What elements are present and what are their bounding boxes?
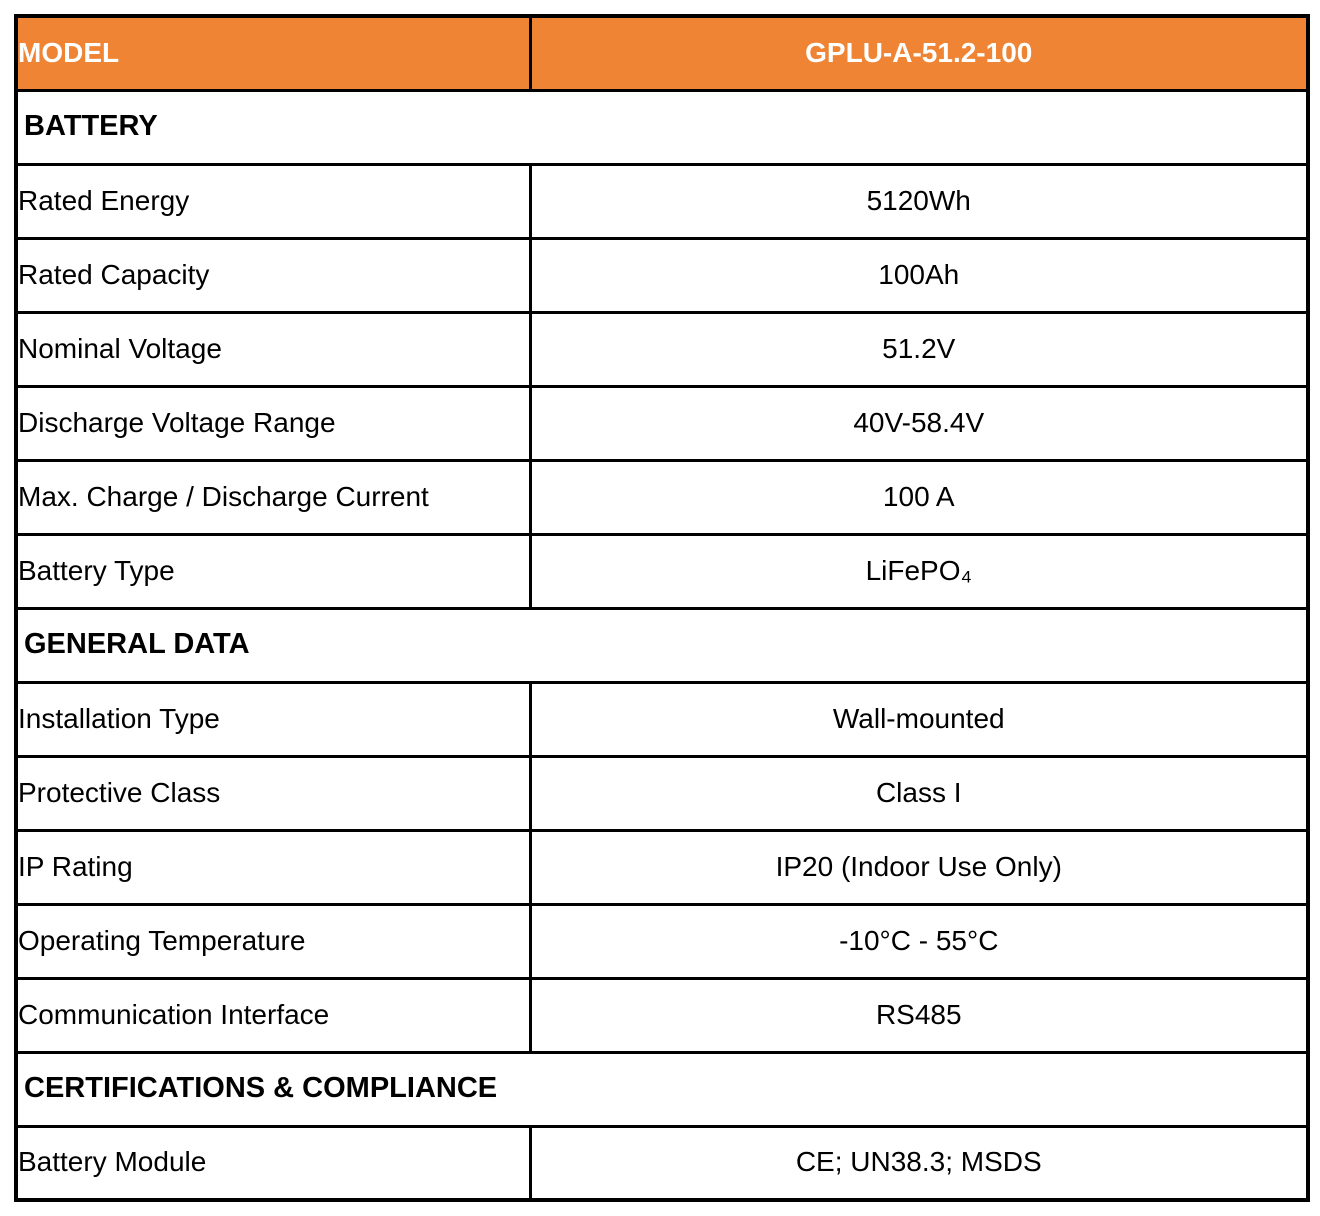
spec-label: Battery Type [14,532,532,610]
spec-row: IP Rating IP20 (Indoor Use Only) [14,828,1310,906]
model-header-label: MODEL [14,14,532,92]
spec-value: CE; UN38.3; MSDS [528,1124,1310,1202]
spec-label: Nominal Voltage [14,310,532,388]
spec-value: Wall-mounted [528,680,1310,758]
spec-row: Battery Type LiFePO₄ [14,532,1310,610]
section-header-row: BATTERY [14,88,1310,166]
spec-value: 100 A [528,458,1310,536]
spec-label: Protective Class [14,754,532,832]
spec-row: Max. Charge / Discharge Current 100 A [14,458,1310,536]
spec-value: -10°C - 55°C [528,902,1310,980]
model-header-row: MODEL GPLU-A-51.2-100 [14,14,1310,92]
spec-value: 40V-58.4V [528,384,1310,462]
spec-label: Max. Charge / Discharge Current [14,458,532,536]
spec-label: IP Rating [14,828,532,906]
spec-row: Discharge Voltage Range 40V-58.4V [14,384,1310,462]
spec-value: IP20 (Indoor Use Only) [528,828,1310,906]
spec-table: MODEL GPLU-A-51.2-100 BATTERY Rated Energ… [14,14,1310,1202]
spec-value: LiFePO₄ [528,532,1310,610]
spec-value: Class I [528,754,1310,832]
spec-row: Battery Module CE; UN38.3; MSDS [14,1124,1310,1202]
spec-label: Battery Module [14,1124,532,1202]
spec-label: Installation Type [14,680,532,758]
spec-row: Communication Interface RS485 [14,976,1310,1054]
section-title: GENERAL DATA [14,606,1310,684]
spec-label: Discharge Voltage Range [14,384,532,462]
spec-row: Nominal Voltage 51.2V [14,310,1310,388]
spec-label: Rated Capacity [14,236,532,314]
spec-row: Protective Class Class I [14,754,1310,832]
section-title: BATTERY [14,88,1310,166]
spec-row: Operating Temperature -10°C - 55°C [14,902,1310,980]
section-header-row: CERTIFICATIONS & COMPLIANCE [14,1050,1310,1128]
spec-row: Rated Energy 5120Wh [14,162,1310,240]
spec-value: 5120Wh [528,162,1310,240]
spec-value: 100Ah [528,236,1310,314]
spec-row: Installation Type Wall-mounted [14,680,1310,758]
model-header-value: GPLU-A-51.2-100 [528,14,1310,92]
spec-label: Operating Temperature [14,902,532,980]
spec-value: RS485 [528,976,1310,1054]
spec-label: Rated Energy [14,162,532,240]
spec-row: Rated Capacity 100Ah [14,236,1310,314]
section-title: CERTIFICATIONS & COMPLIANCE [14,1050,1310,1128]
spec-label: Communication Interface [14,976,532,1054]
spec-table-body: MODEL GPLU-A-51.2-100 BATTERY Rated Energ… [14,14,1310,1202]
section-header-row: GENERAL DATA [14,606,1310,684]
spec-value: 51.2V [528,310,1310,388]
